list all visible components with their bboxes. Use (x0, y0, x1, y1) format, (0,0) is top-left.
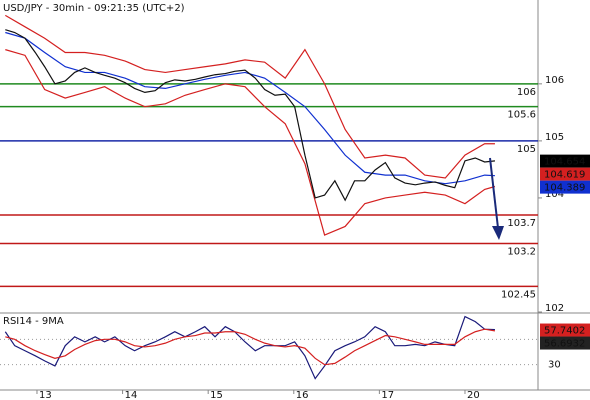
price-tag-label: 57.7402 (544, 326, 585, 337)
series-line (4, 315, 495, 380)
price-tag (540, 323, 590, 337)
price-tag (540, 167, 590, 181)
x-tick-label: 13 (39, 390, 52, 400)
x-tick-label: 20 (467, 390, 480, 400)
level-label: 105 (517, 144, 536, 155)
series-line (5, 14, 495, 179)
level-label: 103.2 (507, 247, 536, 258)
level-label: 103.7 (507, 218, 536, 229)
y-tick-label: 104 (545, 189, 564, 200)
price-tag-label: 104.619 (544, 170, 585, 181)
price-tag-label: 104.389 (544, 183, 585, 194)
x-tick-label: 15 (210, 390, 223, 400)
series-line (5, 328, 496, 366)
level-label: 102.45 (501, 289, 536, 300)
y-tick-label: 105 (545, 132, 564, 143)
chart-title: USD/JPY - 30min - 09:21:35 (UTC+2) (3, 3, 185, 14)
y-tick-label: 102 (545, 303, 564, 314)
x-tick-label: 17 (381, 390, 394, 400)
arrow-head (492, 226, 504, 240)
series-line (5, 29, 496, 202)
price-tag (540, 336, 590, 350)
rsi-title: RSI14 - 9MA (3, 316, 64, 327)
price-tag-label: 56.6932 (544, 339, 585, 350)
series-line (5, 49, 496, 236)
price-tag (540, 154, 590, 168)
y-tick-label: 106 (545, 75, 564, 86)
level-label: 105.6 (507, 110, 536, 121)
level-label: 106 (517, 87, 536, 98)
x-tick-label: 16 (296, 390, 309, 400)
series-line (5, 31, 495, 185)
x-tick-label: 14 (125, 390, 138, 400)
price-tag-label: 104.654 (544, 157, 585, 168)
price-tag (540, 180, 590, 194)
y-tick-label: 30 (548, 360, 561, 371)
arrow-shaft (489, 157, 499, 229)
